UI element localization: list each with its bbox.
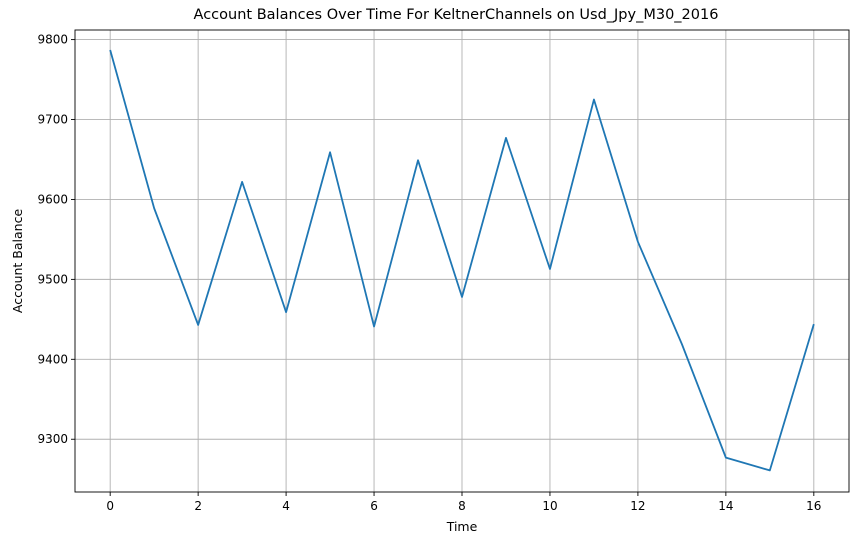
x-tick-label: 4 (282, 499, 290, 513)
x-tick-label: 10 (542, 499, 557, 513)
y-tick-label: 9600 (37, 192, 68, 206)
y-tick-label: 9800 (37, 33, 68, 47)
x-tick-label: 2 (194, 499, 202, 513)
x-tick-label: 12 (630, 499, 645, 513)
y-tick-label: 9500 (37, 272, 68, 286)
y-axis-label: Account Balance (10, 209, 25, 314)
x-tick-label: 6 (370, 499, 378, 513)
x-tick-label: 8 (458, 499, 466, 513)
grid (75, 30, 849, 492)
x-tick-label: 0 (106, 499, 114, 513)
y-tick-label: 9300 (37, 432, 68, 446)
y-tick-label: 9700 (37, 113, 68, 127)
chart-title: Account Balances Over Time For KeltnerCh… (194, 7, 719, 23)
axes: 0 2 4 6 8 10 12 14 16 9300 9400 9500 9600 9700 9800 (37, 29, 850, 513)
plot-frame (74, 29, 850, 493)
x-tick-label: 16 (806, 499, 821, 513)
series (109, 49, 815, 472)
y-tick-label: 9400 (37, 352, 68, 366)
x-tick-label: 14 (718, 499, 733, 513)
x-axis-label: Time (446, 519, 478, 534)
